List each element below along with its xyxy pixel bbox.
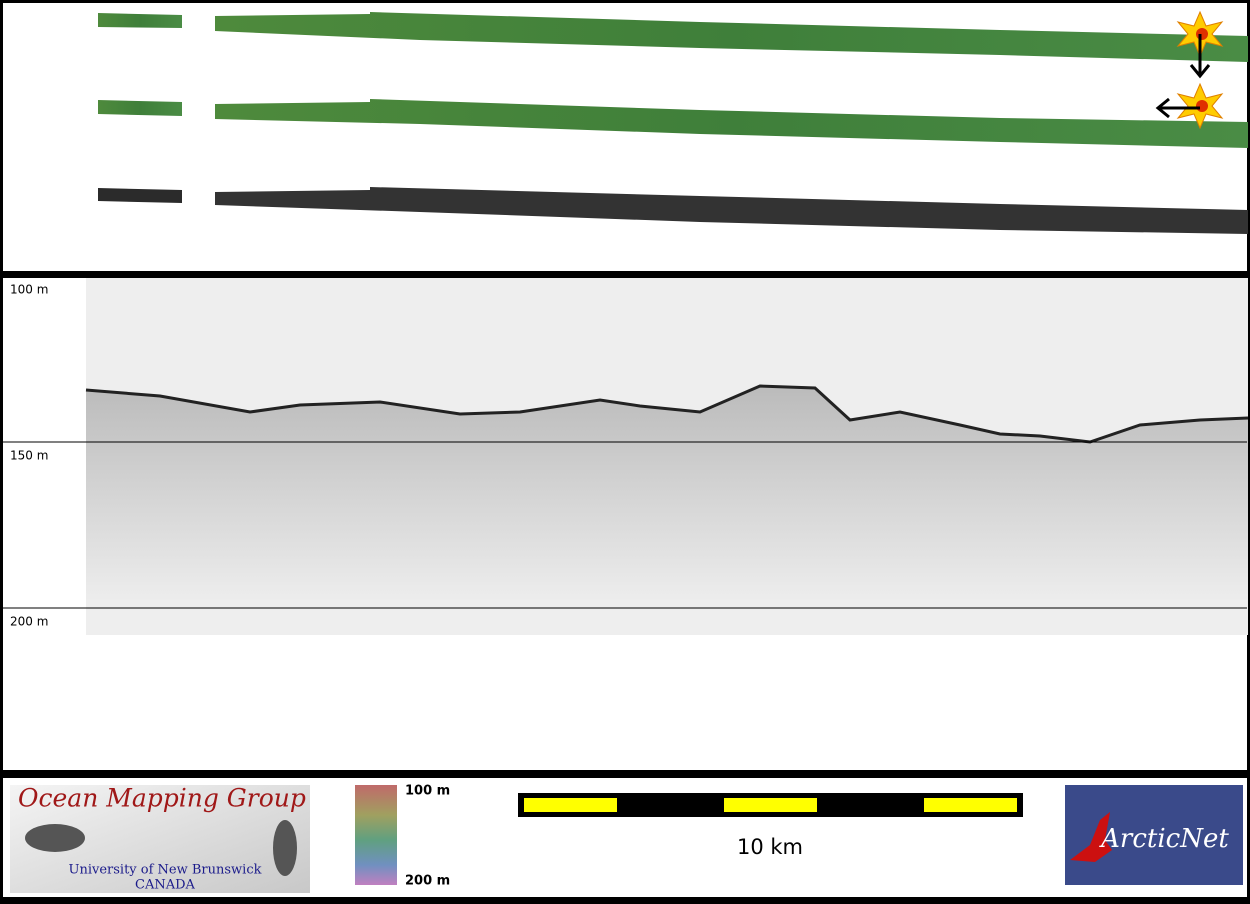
logo-leaf xyxy=(1070,812,1112,862)
depth-label: 150 m xyxy=(10,449,48,463)
seabed-backscatter xyxy=(86,386,1248,600)
logo-university: University of New Brunswick xyxy=(69,863,262,878)
logo-graphic xyxy=(273,820,297,876)
colorbar-label: 100 m xyxy=(405,784,450,799)
colorbar-label: 200 m xyxy=(405,874,450,889)
scale-bar xyxy=(518,793,1023,817)
logo-graphic xyxy=(25,824,85,852)
arcticnet-text: ArcticNet xyxy=(1099,824,1229,854)
markers xyxy=(1155,10,1224,130)
depth-label: 100 m xyxy=(10,283,48,297)
logo-title: Ocean Mapping Group xyxy=(18,784,306,813)
logo-country: CANADA xyxy=(135,878,196,893)
scale-label: 10 km xyxy=(737,835,803,859)
depth-label: 200 m xyxy=(10,615,48,629)
colorbar xyxy=(355,785,397,885)
swath-strips xyxy=(98,12,1248,234)
seabed-line xyxy=(85,384,1249,444)
